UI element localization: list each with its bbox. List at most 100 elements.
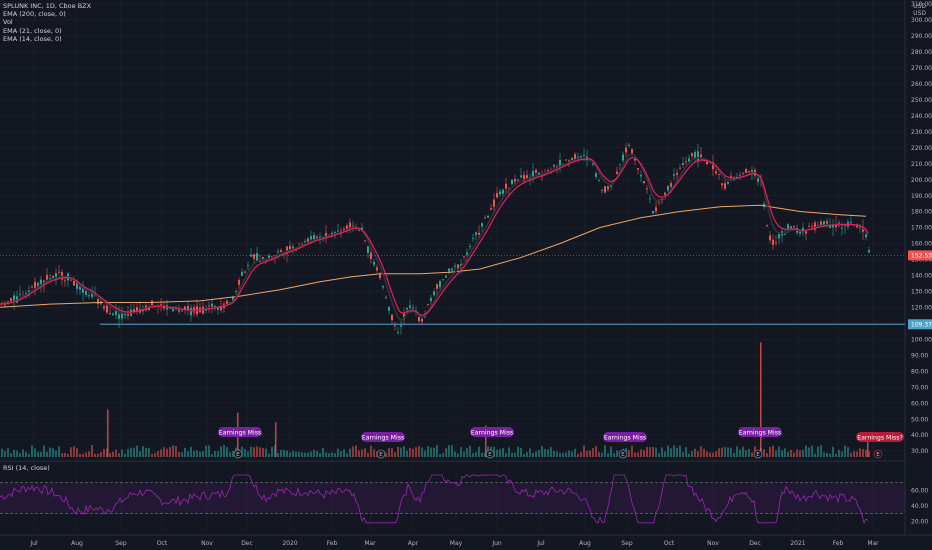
volume-bar — [373, 449, 375, 457]
volume-bar — [517, 446, 519, 457]
earnings-label-4: Earnings Miss — [739, 429, 781, 436]
earnings-badge-4 — [738, 427, 782, 437]
volume-bar — [388, 448, 390, 457]
price-tick-11: 200.00 — [911, 177, 932, 184]
candle-body — [820, 221, 822, 227]
earnings-badge-3 — [603, 432, 647, 442]
grid — [0, 0, 906, 535]
volume-bar — [295, 451, 297, 457]
volume-bar — [535, 451, 537, 457]
legend: SPLUNK INC, 1D, Cboe BZX EMA (200, close… — [3, 2, 91, 43]
indicator-ema14[interactable]: EMA (14, close, 0) — [3, 34, 62, 43]
candle-body — [13, 295, 15, 303]
candle-body — [793, 225, 795, 227]
candle-body — [778, 233, 780, 239]
earnings-marker-label-4: E — [756, 452, 760, 458]
candle-body — [625, 147, 627, 153]
volume-bar — [259, 447, 261, 457]
candle-body — [547, 170, 549, 173]
ema21-line — [0, 156, 869, 317]
volume-bar — [502, 447, 504, 457]
candle-body — [112, 313, 114, 316]
candle-body — [643, 181, 645, 184]
volume-bar — [10, 453, 12, 457]
volume-bar — [337, 448, 339, 457]
time-axis[interactable]: Jul Aug Sep Oct Nov Dec 2020 Feb Mar Apr May Jun Jul… — [0, 534, 932, 547]
price-tick-4: 270.00 — [911, 65, 932, 72]
candle-body — [811, 225, 813, 227]
volume-bar — [46, 451, 48, 457]
volume-bar — [784, 448, 786, 457]
rsi-legend[interactable]: RSI (14, close) — [3, 464, 50, 472]
candle-body — [19, 294, 21, 295]
candle-body — [124, 313, 126, 316]
volume-bar — [463, 451, 465, 457]
rsi-line — [0, 474, 869, 524]
candle-body — [91, 292, 93, 297]
time-tick-0: Jul — [29, 540, 38, 547]
time-tick-1: Aug — [71, 540, 83, 547]
volume-bar — [742, 446, 744, 457]
candle-body — [520, 175, 522, 178]
earnings-label-3: Earnings Miss — [604, 434, 646, 441]
candle-body — [79, 286, 81, 290]
volume-bar — [298, 451, 300, 457]
volume-bar — [400, 447, 402, 457]
candle-body — [325, 232, 327, 239]
volume-bar — [130, 447, 132, 457]
indicator-ema200[interactable]: EMA (200, close, 0) — [3, 10, 66, 19]
volume-spike-5 — [867, 435, 869, 457]
candle-body — [217, 307, 219, 310]
volume-bar — [790, 449, 792, 457]
candle-body — [346, 225, 348, 230]
candle-body — [523, 174, 525, 182]
symbol-title[interactable]: SPLUNK INC, 1D, Cboe BZX — [3, 2, 92, 10]
volume-bar — [844, 445, 846, 457]
indicator-vol[interactable]: Vol — [3, 18, 13, 27]
indicator-ema21[interactable]: EMA (21, close, 0) — [3, 26, 62, 35]
volume-bar — [142, 446, 144, 457]
candle-body — [670, 183, 672, 188]
volume-bar — [457, 453, 459, 457]
volume-bar — [190, 446, 192, 457]
candle-body — [805, 231, 807, 234]
volume-bar — [121, 449, 123, 457]
candle-body — [592, 163, 594, 165]
candle-body — [220, 305, 222, 311]
candle-body — [493, 199, 495, 207]
price-axis[interactable]: 310.00 300.00 290.00 280.00 270.00 260.00 250.… — [908, 1, 932, 525]
volume-bar — [109, 452, 111, 457]
volume-bar — [739, 449, 741, 457]
volume-bar — [262, 447, 264, 457]
candle-body — [421, 318, 423, 322]
rsi-band-fill — [0, 482, 905, 514]
volume-bar — [649, 447, 651, 457]
volume-bar — [82, 453, 84, 457]
time-tick-9: Apr — [408, 540, 419, 547]
volume-bar — [220, 446, 222, 457]
candle-body — [571, 157, 573, 161]
volume-bar — [655, 447, 657, 457]
candle-body — [373, 262, 375, 265]
volume-bar — [697, 450, 699, 457]
candle-body — [574, 154, 576, 161]
support-tag — [908, 319, 932, 330]
candle-body — [64, 280, 66, 282]
time-tick-8: Mar — [364, 540, 376, 547]
volume-bar — [640, 449, 642, 457]
volume-bar — [793, 452, 795, 457]
volume-bar — [313, 449, 315, 457]
time-tick-6: 2020 — [282, 540, 297, 547]
earnings-label-2: Earnings Miss — [471, 429, 513, 436]
volume-bar — [514, 452, 516, 457]
candle-body — [205, 309, 207, 311]
volume-bar — [781, 450, 783, 457]
candle-body — [121, 312, 123, 319]
candle-body — [823, 221, 825, 227]
candle-body — [595, 173, 597, 177]
volume-bar — [661, 447, 663, 457]
volume-bar — [712, 452, 714, 457]
volume-bar — [316, 450, 318, 457]
volume-bar — [511, 452, 513, 457]
